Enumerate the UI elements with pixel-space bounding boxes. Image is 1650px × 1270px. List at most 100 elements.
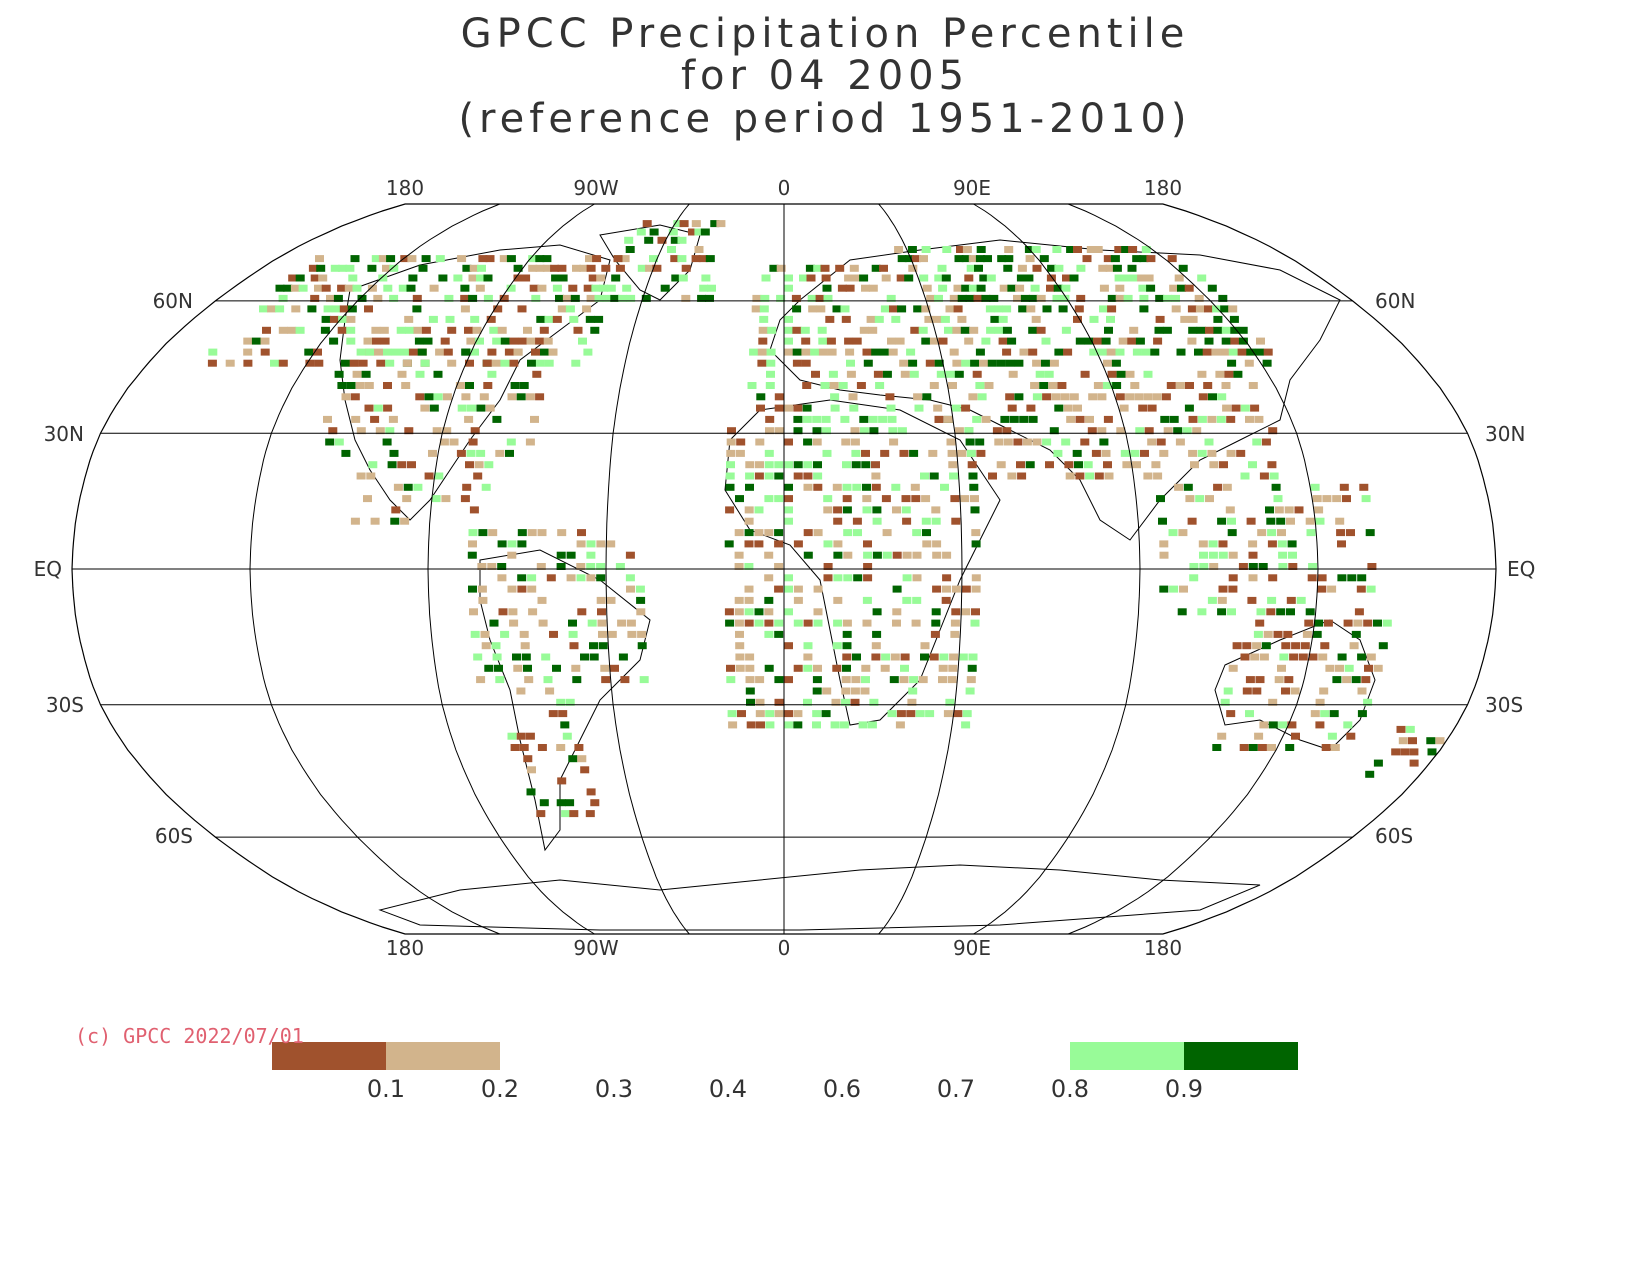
percentile-cell — [1082, 255, 1092, 263]
percentile-cell — [313, 348, 322, 356]
percentile-cell — [856, 382, 866, 389]
percentile-cell — [509, 619, 519, 627]
legend-tick-label: 0.7 — [937, 1075, 975, 1103]
percentile-cell — [1308, 563, 1318, 570]
percentile-cell — [967, 664, 977, 672]
percentile-cell — [1039, 382, 1049, 389]
percentile-cell — [1080, 438, 1090, 446]
percentile-cell — [925, 359, 935, 367]
percentile-cell — [587, 619, 597, 627]
percentile-cell — [356, 348, 366, 356]
percentile-cell — [805, 264, 815, 272]
percentile-cell — [899, 449, 909, 457]
percentile-cell — [861, 449, 870, 457]
percentile-cell — [764, 551, 774, 559]
percentile-cell — [953, 710, 963, 718]
percentile-cell — [831, 698, 841, 706]
percentile-cell — [1223, 687, 1233, 695]
percentile-cell — [401, 382, 411, 389]
percentile-cell — [344, 284, 354, 292]
percentile-cell — [1097, 393, 1107, 401]
percentile-cell — [578, 337, 587, 345]
percentile-cell — [460, 284, 470, 292]
percentile-cell — [1025, 255, 1035, 263]
percentile-cell — [754, 540, 764, 548]
percentile-cell — [1106, 315, 1115, 323]
percentile-cell — [1314, 619, 1324, 627]
percentile-cell — [546, 574, 556, 582]
percentile-cell — [557, 305, 567, 313]
percentile-cell — [698, 255, 708, 263]
percentile-cell — [516, 393, 526, 401]
percentile-cell — [1373, 619, 1382, 627]
percentile-cell — [404, 427, 414, 435]
percentile-cell — [1213, 326, 1223, 334]
percentile-cell — [512, 653, 521, 661]
percentile-cell — [942, 246, 952, 253]
percentile-cell — [1286, 517, 1295, 525]
percentile-cell — [755, 461, 764, 469]
percentile-cell — [962, 246, 972, 253]
percentile-cell — [476, 274, 485, 282]
percentile-cell — [1089, 348, 1099, 356]
percentile-cell — [376, 359, 386, 367]
percentile-cell — [298, 284, 308, 292]
percentile-cell — [457, 404, 467, 412]
percentile-cell — [841, 438, 851, 446]
percentile-cell — [341, 449, 351, 457]
percentile-cell — [842, 630, 852, 638]
percentile-cell — [996, 359, 1006, 367]
percentile-cell — [964, 337, 974, 345]
percentile-cell — [936, 370, 946, 378]
percentile-cell — [456, 449, 466, 457]
percentile-cell — [1228, 574, 1238, 582]
legend-tick-label: 0.8 — [1051, 1075, 1089, 1103]
percentile-cell — [868, 326, 878, 334]
legend-tick-label: 0.6 — [823, 1075, 861, 1103]
percentile-cell — [932, 540, 942, 548]
percentile-cell — [1159, 551, 1169, 559]
percentile-cell — [1233, 370, 1243, 378]
percentile-cell — [956, 246, 965, 253]
percentile-cell — [519, 382, 529, 389]
percentile-cell — [485, 404, 495, 412]
percentile-cell — [1151, 461, 1161, 469]
percentile-cell — [497, 563, 507, 570]
percentile-cell — [1202, 348, 1212, 356]
percentile-cell — [984, 382, 994, 389]
percentile-cell — [933, 404, 943, 412]
percentile-cell — [1204, 337, 1214, 345]
percentile-cell — [784, 274, 793, 282]
percentile-cell — [1315, 721, 1325, 729]
percentile-cell — [882, 551, 892, 559]
percentile-cell — [899, 359, 909, 367]
percentile-cell — [981, 294, 991, 302]
percentile-cell — [812, 415, 822, 423]
percentile-cell — [1160, 415, 1170, 423]
percentile-cell — [803, 551, 813, 559]
percentile-cell — [843, 551, 853, 559]
percentile-cell — [859, 427, 869, 435]
percentile-cell — [396, 326, 406, 334]
percentile-cell — [734, 529, 744, 537]
percentile-cell — [921, 517, 931, 525]
percentile-cell — [565, 698, 575, 706]
percentile-cell — [1020, 294, 1030, 302]
percentile-cell — [1152, 393, 1162, 401]
percentile-cell — [1354, 608, 1364, 616]
percentile-cell — [832, 305, 842, 313]
percentile-cell — [950, 619, 960, 627]
percentile-cell — [525, 393, 535, 401]
percentile-cell — [556, 698, 566, 706]
percentile-cell — [1039, 255, 1049, 263]
percentile-cell — [807, 294, 817, 302]
percentile-cell — [942, 574, 952, 582]
percentile-cell — [270, 359, 279, 367]
percentile-cell — [970, 495, 979, 503]
percentile-cell — [833, 517, 843, 525]
percentile-cell — [413, 326, 423, 334]
percentile-cell — [851, 461, 861, 469]
percentile-cell — [346, 326, 356, 334]
percentile-cell — [525, 732, 535, 740]
percentile-cell — [418, 264, 428, 272]
